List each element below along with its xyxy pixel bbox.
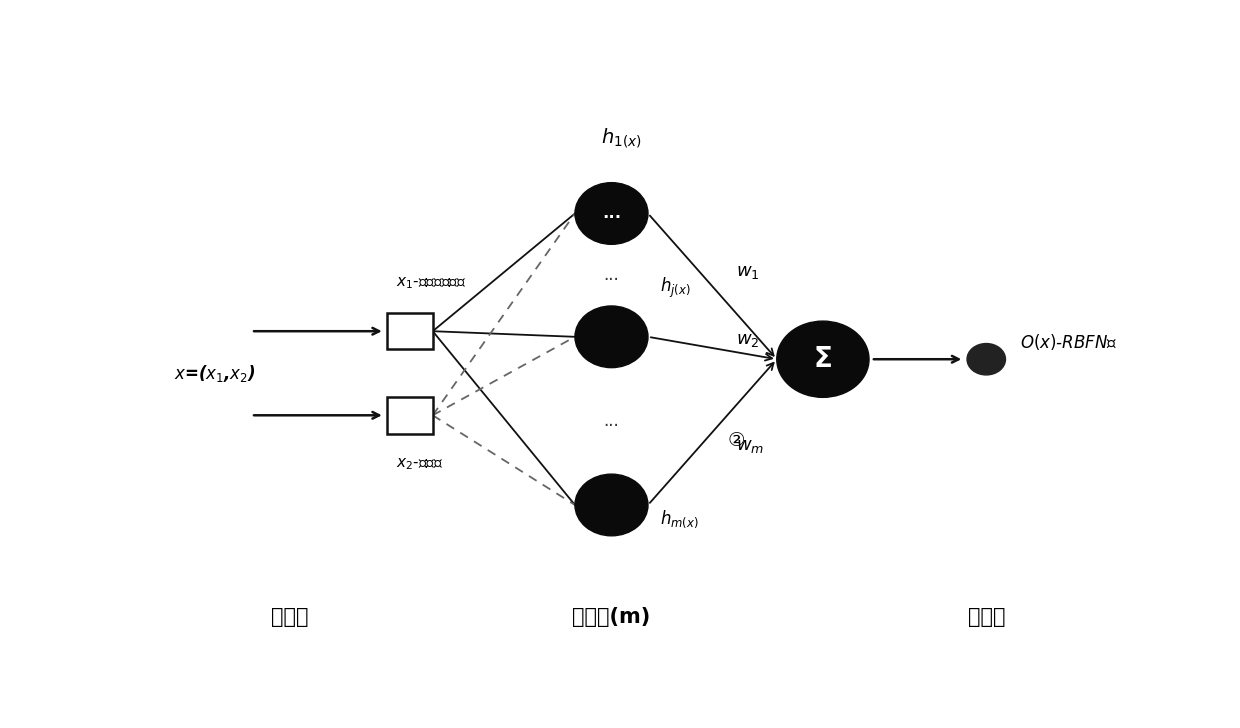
Text: 输出层: 输出层 xyxy=(967,607,1004,627)
Text: 隐含层(m): 隐含层(m) xyxy=(573,607,651,627)
Ellipse shape xyxy=(776,321,869,397)
Ellipse shape xyxy=(575,306,649,368)
Text: Σ: Σ xyxy=(813,345,832,373)
Ellipse shape xyxy=(575,183,649,245)
Text: $w_2$: $w_2$ xyxy=(737,331,760,349)
Text: $O(x)$-RBFN值: $O(x)$-RBFN值 xyxy=(1019,333,1117,352)
Text: $x_2$-阵雨量: $x_2$-阵雨量 xyxy=(397,456,444,472)
Text: $w_1$: $w_1$ xyxy=(737,264,760,281)
Text: $x$=($x_1$,$x_2$): $x$=($x_1$,$x_2$) xyxy=(174,363,255,384)
Text: ...: ... xyxy=(604,266,619,284)
FancyBboxPatch shape xyxy=(387,397,433,433)
Text: $h_{1(x)}$: $h_{1(x)}$ xyxy=(600,127,641,150)
Text: 输入层: 输入层 xyxy=(270,607,309,627)
Text: ...: ... xyxy=(604,412,619,430)
Text: $w_m$: $w_m$ xyxy=(737,437,765,455)
Text: ...: ... xyxy=(601,205,621,223)
Text: ②: ② xyxy=(728,431,745,450)
Text: $h_{m(x)}$: $h_{m(x)}$ xyxy=(660,509,698,530)
Text: $h_{j(x)}$: $h_{j(x)}$ xyxy=(660,276,691,301)
FancyBboxPatch shape xyxy=(387,313,433,349)
Text: $x_1$-土壤雨量指数: $x_1$-土壤雨量指数 xyxy=(397,275,466,290)
Ellipse shape xyxy=(575,474,649,536)
Ellipse shape xyxy=(967,344,1006,375)
